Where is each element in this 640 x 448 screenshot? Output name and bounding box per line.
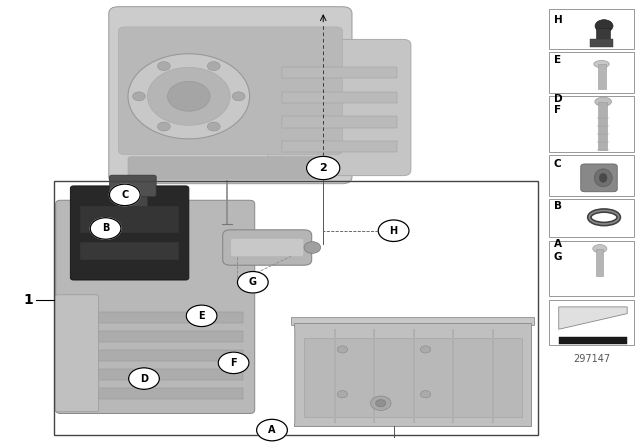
Text: F: F [230,358,237,368]
Bar [549,241,634,296]
Bar [282,116,397,128]
Bar [549,52,634,93]
FancyBboxPatch shape [118,27,342,155]
Bar [598,64,606,89]
Bar [373,329,375,423]
Ellipse shape [595,97,611,106]
Circle shape [90,218,121,239]
Circle shape [168,82,210,111]
Circle shape [157,62,170,71]
Text: B: B [554,201,562,211]
Bar [549,300,634,345]
Circle shape [218,352,249,374]
Circle shape [207,122,220,131]
Circle shape [337,391,348,398]
Bar [549,9,634,49]
Ellipse shape [593,245,607,253]
Circle shape [304,242,321,254]
Text: C: C [554,159,561,168]
Circle shape [307,156,340,180]
FancyBboxPatch shape [128,157,333,179]
Bar [452,329,454,423]
Bar [67,369,243,380]
Bar [549,155,634,196]
Text: H: H [554,15,563,25]
Bar [492,329,493,423]
Bar [549,96,634,152]
Bar [282,92,397,103]
Bar [589,39,612,47]
Bar [334,329,336,423]
Circle shape [132,92,145,101]
Ellipse shape [594,60,609,68]
Circle shape [186,305,217,327]
Text: B: B [102,224,109,233]
Bar [80,206,179,233]
Text: E: E [554,55,561,65]
Bar [67,388,243,399]
Circle shape [109,184,140,206]
Circle shape [207,62,220,71]
Bar [549,199,634,237]
Circle shape [257,419,287,441]
Text: G: G [554,252,562,262]
Bar [291,317,534,325]
Bar [80,242,179,260]
Circle shape [128,54,250,139]
Ellipse shape [594,169,612,187]
Circle shape [371,396,391,410]
FancyBboxPatch shape [70,186,189,280]
Text: H: H [390,226,397,236]
Bar [118,193,147,206]
Text: 297147: 297147 [573,354,610,364]
FancyBboxPatch shape [56,200,255,414]
Text: 1: 1 [24,293,34,307]
Bar [596,28,610,40]
Bar [282,141,397,152]
Bar [559,337,627,344]
FancyBboxPatch shape [109,7,352,184]
Bar [598,102,607,150]
Text: 2: 2 [319,163,327,173]
Bar [54,181,538,435]
FancyBboxPatch shape [294,323,531,426]
Bar [596,249,604,276]
Ellipse shape [595,20,613,32]
Bar [294,329,296,423]
Bar [67,350,243,361]
Text: E: E [198,311,205,321]
Circle shape [157,122,170,131]
Circle shape [129,368,159,389]
Bar [67,312,243,323]
Text: D: D [554,94,562,103]
Bar [304,338,522,417]
Text: A: A [268,425,276,435]
Text: D: D [140,374,148,383]
Text: F: F [554,105,561,115]
FancyBboxPatch shape [580,164,617,192]
FancyBboxPatch shape [223,230,312,265]
Circle shape [376,400,386,407]
Circle shape [337,346,348,353]
Text: G: G [249,277,257,287]
Circle shape [232,92,245,101]
Circle shape [378,220,409,241]
Bar [282,67,397,78]
Polygon shape [559,307,627,329]
Bar [67,331,243,342]
FancyBboxPatch shape [268,39,411,176]
Circle shape [420,391,431,398]
Circle shape [147,67,230,125]
Text: A: A [554,239,562,249]
Bar [413,329,415,423]
Text: C: C [121,190,129,200]
Ellipse shape [599,173,607,182]
Circle shape [237,271,268,293]
FancyBboxPatch shape [55,295,99,412]
Circle shape [420,346,431,353]
FancyBboxPatch shape [231,239,303,256]
FancyBboxPatch shape [109,175,156,197]
